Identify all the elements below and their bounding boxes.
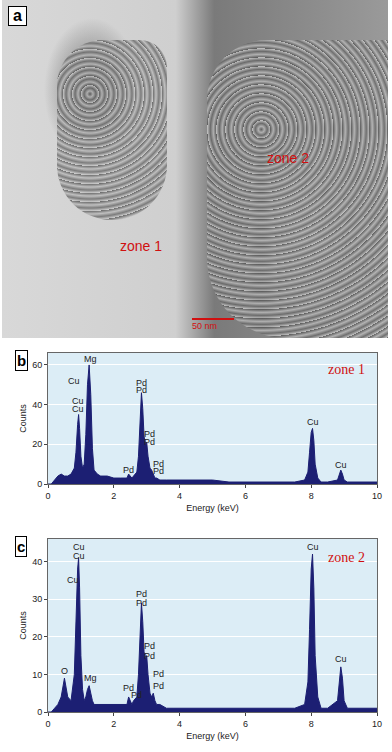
svg-text:20: 20 xyxy=(32,439,42,449)
svg-text:60: 60 xyxy=(32,360,42,370)
svg-text:Pd: Pd xyxy=(136,378,147,388)
svg-text:Pd: Pd xyxy=(131,690,142,700)
svg-text:20: 20 xyxy=(32,632,42,642)
svg-text:O: O xyxy=(61,666,68,676)
svg-text:Cu: Cu xyxy=(67,575,79,585)
svg-text:c: c xyxy=(17,538,25,555)
svg-text:Pd: Pd xyxy=(136,598,147,608)
svg-text:6: 6 xyxy=(243,719,248,729)
svg-text:Pd: Pd xyxy=(144,641,155,651)
svg-text:Cu: Cu xyxy=(335,460,347,470)
svg-text:Cu: Cu xyxy=(73,551,85,561)
svg-text:0: 0 xyxy=(45,719,50,729)
svg-text:4: 4 xyxy=(177,491,182,501)
svg-text:Pd: Pd xyxy=(136,589,147,599)
svg-text:0: 0 xyxy=(45,491,50,501)
svg-text:40: 40 xyxy=(32,400,42,410)
svg-text:zone 2: zone 2 xyxy=(328,550,365,565)
svg-text:Pd: Pd xyxy=(123,683,134,693)
svg-text:30: 30 xyxy=(32,594,42,604)
svg-text:Cu: Cu xyxy=(72,404,84,414)
svg-text:0: 0 xyxy=(37,707,42,717)
svg-text:2: 2 xyxy=(111,491,116,501)
svg-text:Mg: Mg xyxy=(84,354,97,364)
svg-text:40: 40 xyxy=(32,557,42,567)
svg-text:Pd: Pd xyxy=(144,429,155,439)
svg-text:0: 0 xyxy=(37,479,42,489)
svg-text:10: 10 xyxy=(372,491,382,501)
svg-text:Pd: Pd xyxy=(144,651,155,661)
svg-text:6: 6 xyxy=(243,491,248,501)
svg-text:Cu: Cu xyxy=(68,376,80,386)
svg-text:Cu: Cu xyxy=(307,542,319,552)
svg-text:Energy (keV): Energy (keV) xyxy=(186,503,239,513)
svg-text:zone 1: zone 1 xyxy=(328,362,365,377)
html-text:zone 1: zone 1 xyxy=(120,238,162,254)
svg-text:Cu: Cu xyxy=(335,654,347,664)
svg-text:10: 10 xyxy=(32,670,42,680)
svg-text:Pd: Pd xyxy=(123,465,134,475)
svg-text:Pd: Pd xyxy=(144,437,155,447)
svg-text:8: 8 xyxy=(309,491,314,501)
html-text:50 nm: 50 nm xyxy=(192,321,217,331)
html-text:a: a xyxy=(13,7,22,24)
svg-text:Pd: Pd xyxy=(136,385,147,395)
svg-text:Pd: Pd xyxy=(153,681,164,691)
svg-text:4: 4 xyxy=(177,719,182,729)
svg-text:Counts: Counts xyxy=(18,404,28,433)
svg-text:Cu: Cu xyxy=(307,417,319,427)
svg-text:Cu: Cu xyxy=(72,396,84,406)
html-text:zone 2: zone 2 xyxy=(267,150,309,166)
svg-text:Counts: Counts xyxy=(18,611,28,640)
svg-text:10: 10 xyxy=(372,719,382,729)
svg-text:Mg: Mg xyxy=(84,673,97,683)
svg-text:Pd: Pd xyxy=(153,669,164,679)
svg-text:Energy (keV): Energy (keV) xyxy=(186,731,239,741)
svg-text:Cu: Cu xyxy=(73,542,85,552)
svg-text:8: 8 xyxy=(309,719,314,729)
svg-text:Pd: Pd xyxy=(153,466,164,476)
svg-text:2: 2 xyxy=(111,719,116,729)
svg-text:b: b xyxy=(17,352,26,369)
svg-text:Pd: Pd xyxy=(153,459,164,469)
